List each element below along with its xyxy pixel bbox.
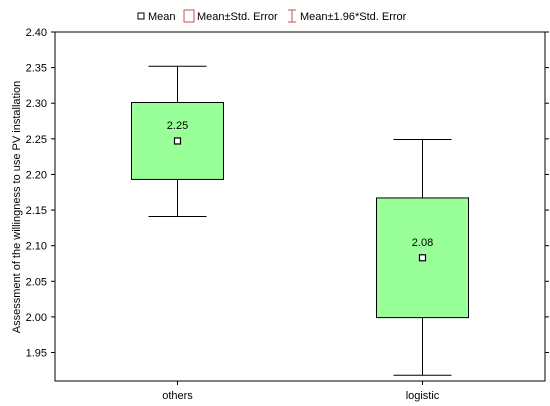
plot-frame xyxy=(54,31,546,382)
y-tick-label: 2.10 xyxy=(26,241,47,253)
y-tick-label: 2.40 xyxy=(26,27,47,39)
y-tick-label: 2.15 xyxy=(26,205,47,217)
legend: Mean Mean±Std. Error Mean±1.96*Std. Erro… xyxy=(137,9,407,23)
y-tick-label: 2.35 xyxy=(26,63,47,75)
box-group-logistic: 2.08 xyxy=(376,139,469,376)
x-tick-label: logistic xyxy=(406,390,440,402)
legend-ci-marker xyxy=(288,9,296,23)
y-tick-label: 2.25 xyxy=(26,134,47,146)
mean-marker xyxy=(418,254,427,262)
y-tick-label: 2.00 xyxy=(26,312,47,324)
y-axis-ticks: 1.95 2.00 2.05 2.10 2.15 2.20 2.25 2.30 2.35 2.40 xyxy=(26,27,549,360)
legend-se-label: Mean±Std. Error xyxy=(197,11,278,23)
legend-ci-label: Mean±1.96*Std. Error xyxy=(300,11,407,23)
mean-value-label: 2.25 xyxy=(167,120,188,132)
y-tick-label: 2.20 xyxy=(26,169,47,181)
legend-mean-marker xyxy=(137,12,145,20)
y-tick-label: 2.30 xyxy=(26,98,47,110)
mean-marker xyxy=(173,137,182,145)
box-group-others: 2.25 xyxy=(131,65,224,217)
box-groups: 2.25 2.08 xyxy=(131,65,469,376)
x-tick-label: others xyxy=(162,390,193,402)
legend-se-marker xyxy=(183,9,195,23)
y-axis-label: Assessment of the willingness to use PV … xyxy=(11,81,23,334)
mean-value-label: 2.08 xyxy=(412,237,433,249)
x-axis-ticks: others logistic xyxy=(162,381,440,402)
y-tick-label: 2.05 xyxy=(26,276,47,288)
legend-mean-label: Mean xyxy=(148,11,176,23)
y-tick-label: 1.95 xyxy=(26,348,47,360)
